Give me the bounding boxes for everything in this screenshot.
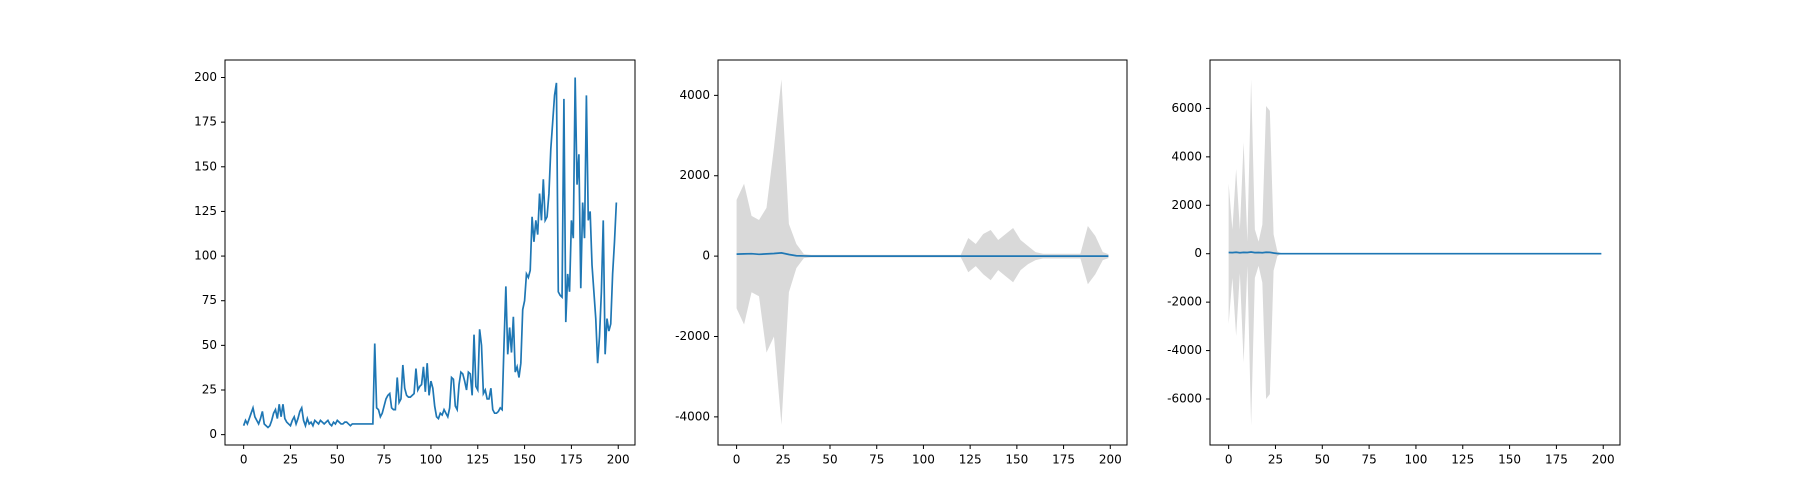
y-tick-label: 6000: [1171, 101, 1202, 115]
data-line: [1228, 251, 1602, 255]
x-tick-label: 125: [466, 453, 489, 467]
subplot: 0 25 50 75 100 125 150 175 200 0 25 50 75 100 125 150 17…: [194, 59, 636, 467]
y-tick-label: 0: [702, 249, 710, 263]
x-tick-label: 150: [1498, 453, 1521, 467]
x-tick-label: 200: [1592, 453, 1615, 467]
x-tick-label: 25: [1268, 453, 1283, 467]
y-tick-label: 0: [1194, 246, 1202, 260]
y-tick-label: 0: [209, 427, 217, 441]
data-line: [736, 252, 1109, 257]
x-tick-label: 50: [1315, 453, 1330, 467]
x-tick-label: 75: [869, 453, 884, 467]
x-tick-label: 125: [1451, 453, 1474, 467]
x-tick-label: 200: [607, 453, 630, 467]
confidence-band: [736, 79, 1109, 425]
x-tick-label: 150: [1005, 453, 1028, 467]
y-tick-label: 4000: [1171, 149, 1202, 163]
x-tick-label: 100: [912, 453, 935, 467]
axes-frame: [717, 59, 1128, 446]
y-tick-label: 75: [202, 293, 217, 307]
y-tick-label: -2000: [675, 329, 710, 343]
y-tick-label: -2000: [1167, 295, 1202, 309]
x-tick-label: 0: [240, 453, 248, 467]
data-line: [242, 77, 618, 429]
y-tick-label: 50: [202, 338, 217, 352]
x-tick-label: 200: [1099, 453, 1122, 467]
confidence-band: [1228, 79, 1602, 426]
y-tick-label: 150: [194, 159, 217, 173]
axes-frame: [224, 59, 636, 446]
y-tick-label: -6000: [1167, 391, 1202, 405]
subplot: 0 25 50 75 100 125 150 175 200 -4000 -2000 0 2000 400…: [675, 59, 1128, 467]
y-tick-label: 125: [194, 204, 217, 218]
x-tick-label: 175: [1545, 453, 1568, 467]
axes-frame: [1209, 59, 1621, 446]
y-tick-label: 2000: [679, 168, 710, 182]
y-tick-label: 200: [194, 70, 217, 84]
y-tick-label: 4000: [679, 88, 710, 102]
subplot: 0 25 50 75 100 125 150 175 200 -6000 -4000 -2000 0 20…: [1167, 59, 1621, 467]
x-tick-label: 175: [1052, 453, 1075, 467]
x-tick-label: 25: [776, 453, 791, 467]
y-tick-label: 175: [194, 115, 217, 129]
y-tick-label: 2000: [1171, 198, 1202, 212]
x-tick-label: 175: [560, 453, 583, 467]
x-tick-label: 100: [1404, 453, 1427, 467]
x-tick-label: 75: [1361, 453, 1376, 467]
x-tick-label: 150: [513, 453, 536, 467]
x-tick-label: 75: [376, 453, 391, 467]
x-tick-label: 0: [1225, 453, 1233, 467]
x-tick-label: 0: [733, 453, 741, 467]
x-tick-label: 125: [959, 453, 982, 467]
x-tick-label: 50: [822, 453, 837, 467]
x-tick-label: 50: [330, 453, 345, 467]
x-tick-label: 100: [419, 453, 442, 467]
x-tick-label: 25: [283, 453, 298, 467]
y-tick-label: -4000: [675, 409, 710, 423]
y-tick-label: -4000: [1167, 343, 1202, 357]
y-tick-label: 100: [194, 249, 217, 263]
y-tick-label: 25: [202, 383, 217, 397]
